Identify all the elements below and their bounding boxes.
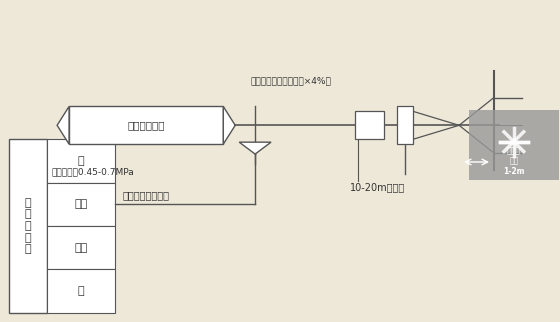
Text: 混
泥
土
拌
和: 混 泥 土 拌 和	[25, 198, 31, 254]
Text: 混凝土运输管运送: 混凝土运输管运送	[123, 190, 170, 200]
Text: 10-20m喷浆管: 10-20m喷浆管	[349, 182, 405, 192]
Text: 液体速凝剂（水泥用量×4%）: 液体速凝剂（水泥用量×4%）	[250, 76, 331, 85]
Text: 砂: 砂	[78, 286, 85, 296]
Bar	[47, 226, 115, 269]
Text: 水泥: 水泥	[74, 199, 87, 209]
Bar	[47, 183, 115, 226]
Bar	[10, 139, 47, 313]
Bar	[469, 110, 559, 180]
Bar	[398, 107, 413, 144]
Bar	[69, 107, 223, 144]
Polygon shape	[57, 107, 69, 144]
Bar	[354, 111, 385, 139]
Polygon shape	[239, 142, 271, 154]
Text: 碎石: 碎石	[74, 242, 87, 253]
Text: 水: 水	[78, 156, 85, 166]
Polygon shape	[223, 107, 235, 144]
Text: 风压控制在0.45-0.7MPa: 风压控制在0.45-0.7MPa	[51, 167, 134, 176]
Text: 湿泥十湿喷机: 湿泥十湿喷机	[128, 120, 165, 130]
Bar	[47, 139, 115, 183]
Text: 距受喷
岩面
1-2m: 距受喷 岩面 1-2m	[503, 146, 525, 176]
Bar	[47, 269, 115, 313]
